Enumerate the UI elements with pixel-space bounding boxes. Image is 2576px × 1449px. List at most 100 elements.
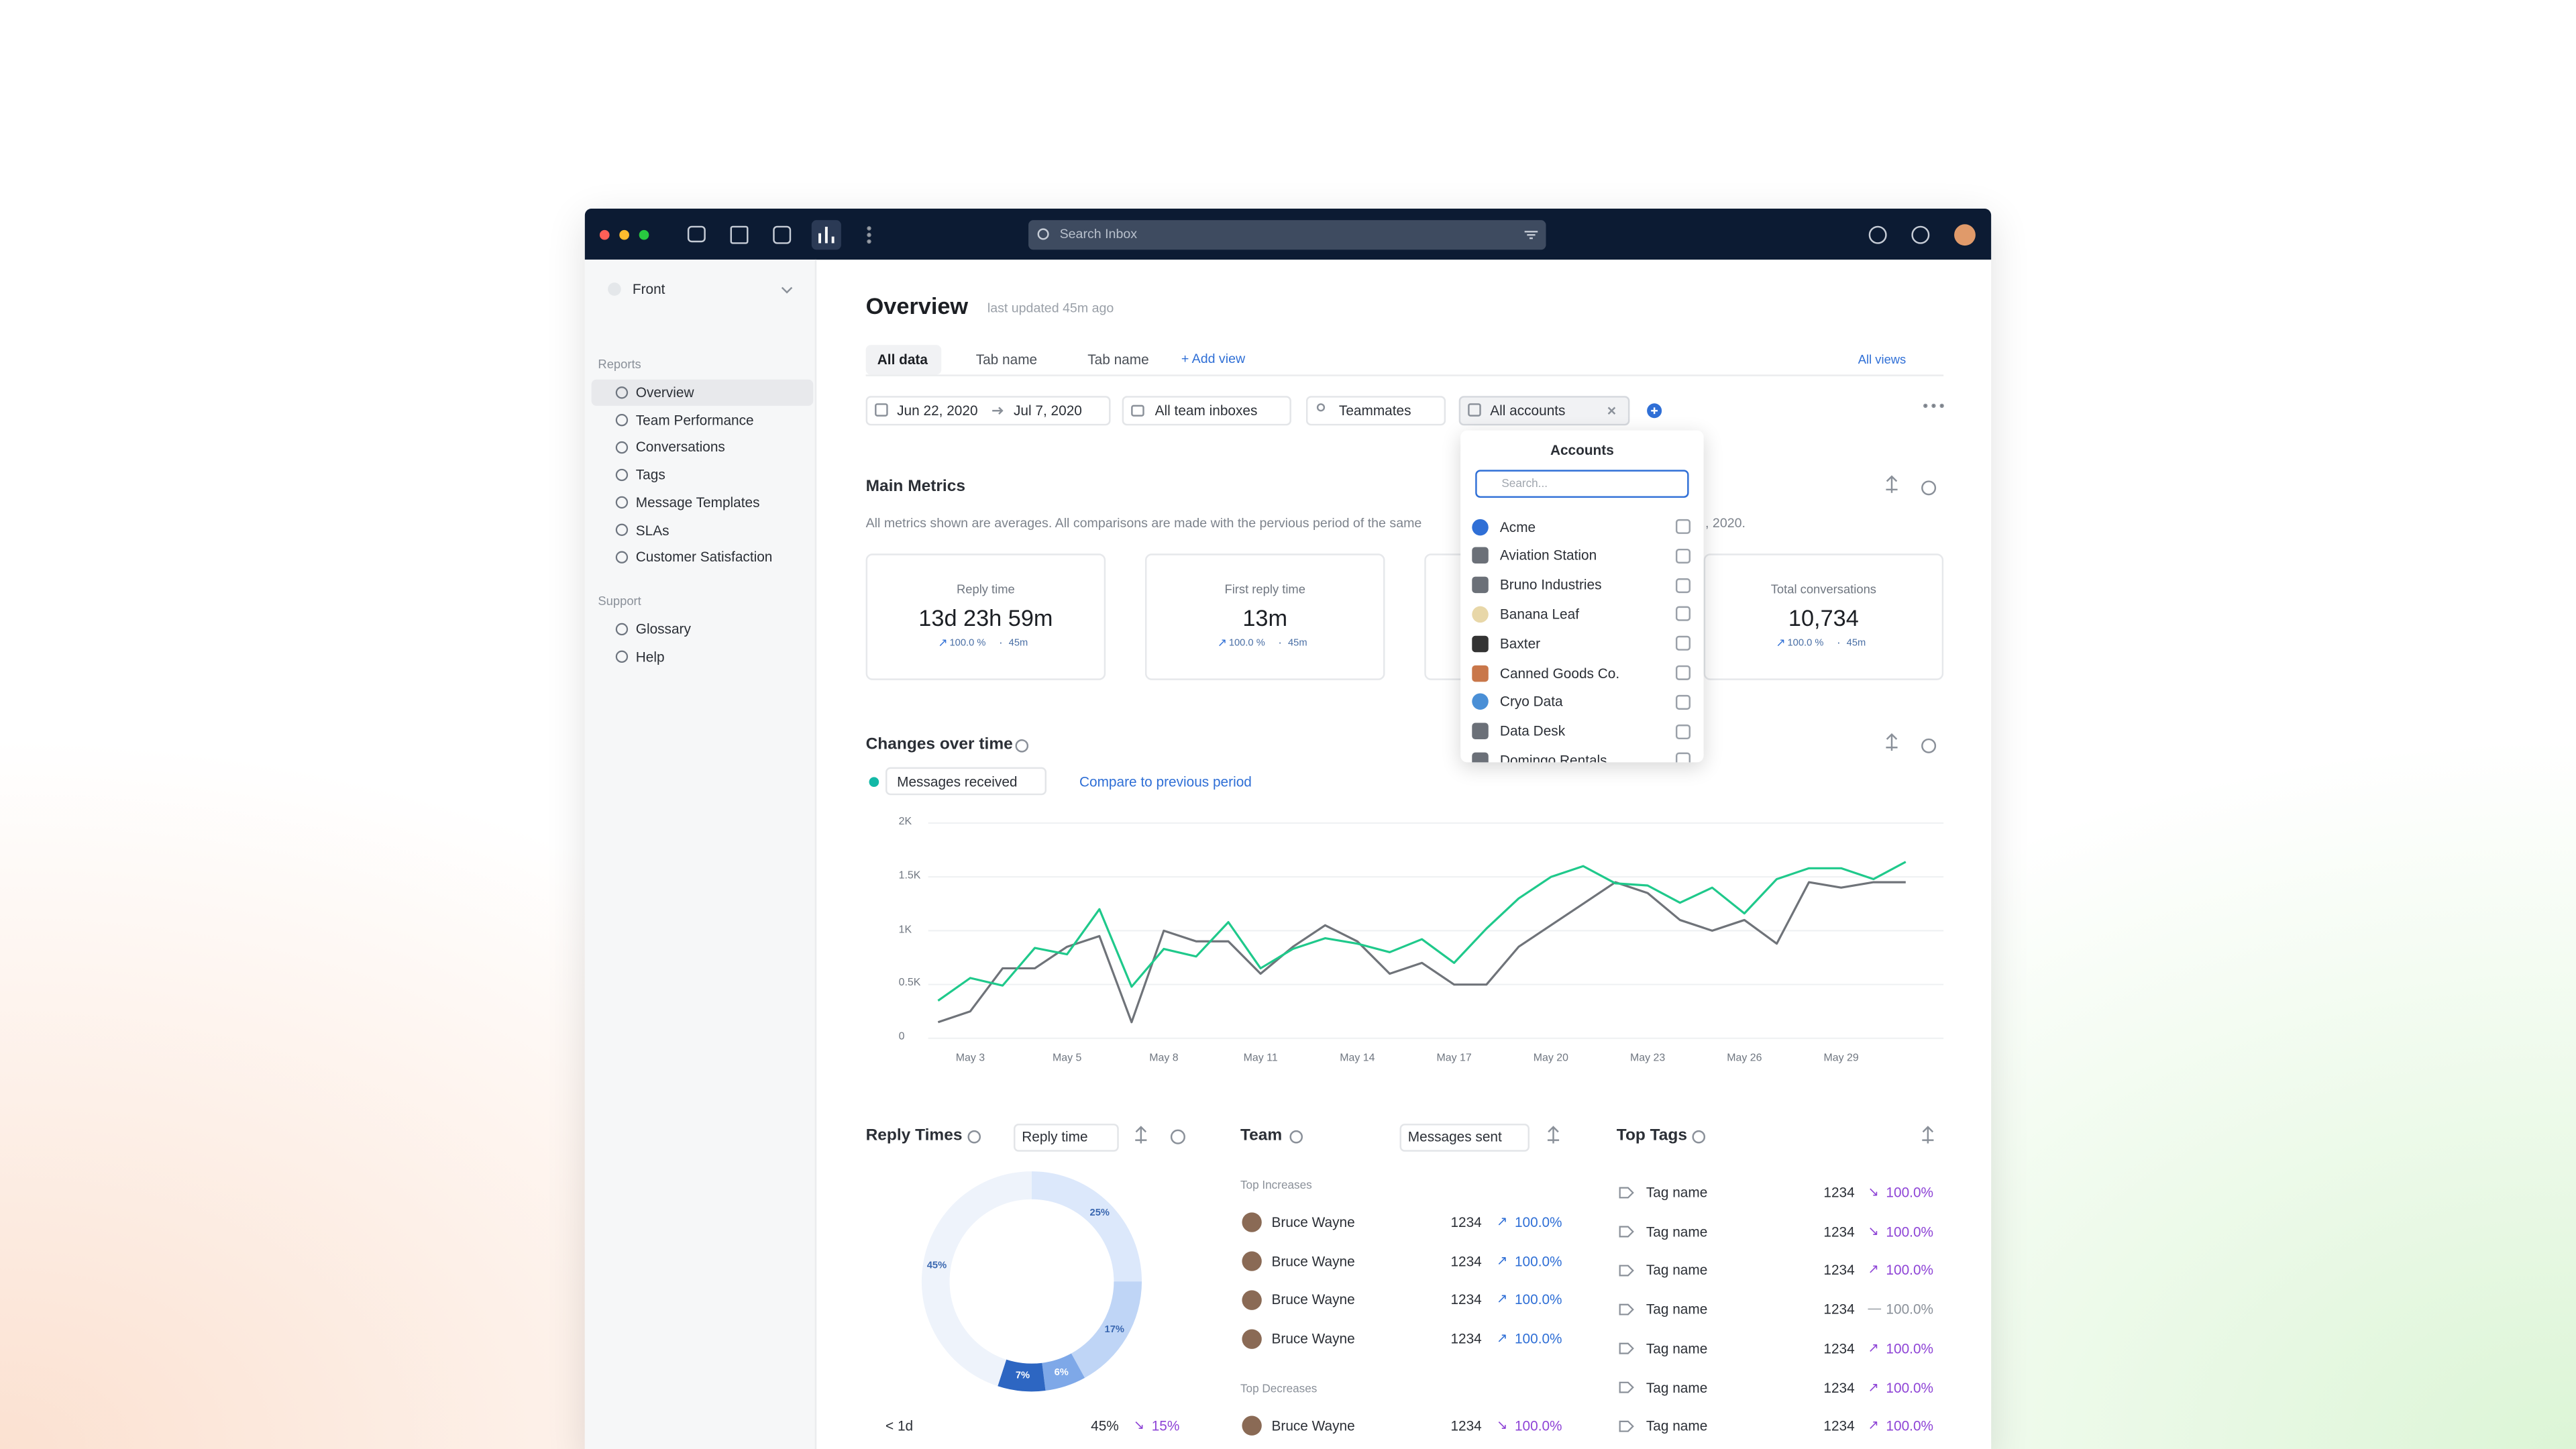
account-filter-label[interactable]: All accounts [1490,402,1566,419]
date-from[interactable]: Jun 22, 2020 [897,402,978,419]
member-name: Bruce Wayne [1271,1252,1355,1269]
nav-item[interactable]: Message Templates [635,494,760,511]
all-views[interactable]: All views [1858,352,1907,367]
tab[interactable]: Tab name [975,351,1038,368]
search-placeholder[interactable]: Search... [1501,478,1548,490]
team-select-label[interactable]: Messages sent [1407,1128,1502,1145]
accounts-dropdown: Accounts Search... Acme Aviation Station Bru… [1460,430,1704,763]
inbox-filter[interactable] [1122,396,1291,426]
account-name[interactable]: Cryo Data [1499,693,1563,710]
account-name[interactable]: Domingo Rentals [1499,751,1607,763]
account-name[interactable]: Baxter [1499,635,1541,651]
trend-icon: ↗ [1868,1379,1879,1394]
nav-item[interactable]: Overview [635,384,694,400]
nav-item[interactable]: Help [635,647,665,665]
teammate-filter[interactable] [1305,396,1446,426]
tag-count: 1234 [1823,1262,1855,1279]
account-icon [1472,752,1489,763]
search-placeholder[interactable]: Search Inbox [1059,226,1138,242]
tag-count: 1234 [1823,1301,1855,1318]
account-name[interactable]: Data Desk [1499,722,1566,739]
tag-name: Tag name [1646,1184,1708,1201]
y-tick-label: 0.5K [898,977,921,989]
search-box[interactable] [1028,220,1546,250]
tab[interactable]: All data [877,351,928,368]
account-name[interactable]: Acme [1499,518,1536,535]
card-label: Reply time [956,582,1015,597]
tag-name: Tag name [1646,1223,1708,1240]
trend-icon: ↗ [938,638,948,650]
icons [599,220,1976,1144]
section-title: Support [598,593,641,608]
line-series [937,881,1906,1024]
section-title: Reports [598,357,641,372]
checkbox[interactable] [1675,578,1691,593]
tag-change: 100.0% [1886,1379,1934,1395]
nav-icon [615,523,629,536]
section-title: Reply Times [865,1127,963,1145]
tab[interactable]: Tab name [1087,351,1149,368]
donut-segment [1042,1353,1085,1391]
metric-select-label[interactable]: Messages received [897,773,1018,790]
nav-icon [615,414,629,427]
donut-label: 17% [1104,1325,1124,1336]
reply-select[interactable] [1014,1124,1119,1152]
account-icon [1472,694,1489,710]
account-name[interactable]: Banana Leaf [1499,605,1580,623]
checkbox[interactable] [1675,636,1691,651]
donut-label: 6% [1054,1368,1069,1378]
trend-icon: ↘ [1868,1223,1879,1238]
reply-select-label[interactable]: Reply time [1022,1128,1088,1145]
y-tick-label: 0 [898,1031,905,1043]
avatar [1242,1290,1262,1310]
row-share: 45% [1091,1417,1119,1434]
member-change: 100.0% [1514,1417,1562,1434]
account-name[interactable]: Canned Goods Co. [1499,664,1620,681]
dropdown-search[interactable] [1475,470,1689,498]
x-tick-label: May 20 [1533,1053,1569,1065]
member-change: 100.0% [1514,1214,1562,1230]
sidebar-active [591,379,814,406]
x-tick-label: May 23 [1630,1053,1666,1065]
account-filter[interactable] [1458,396,1630,426]
card-value: 13d 23h 59m [918,604,1053,631]
nav-item[interactable]: Conversations [635,439,725,455]
date-to[interactable]: Jul 7, 2020 [1014,402,1082,419]
metric-select[interactable] [885,767,1047,796]
checkbox[interactable] [1675,694,1691,710]
account-name[interactable]: Bruno Industries [1499,576,1602,593]
page-title: Overview [865,292,969,319]
compare-link[interactable]: Compare to previous period [1079,773,1252,790]
teammate-filter-label[interactable]: Teammates [1338,402,1411,419]
account-name[interactable]: Aviation Station [1499,547,1597,564]
date-filter[interactable] [865,396,1111,426]
inbox-filter-label[interactable]: All team inboxes [1155,402,1258,419]
donut-segment [921,1171,1032,1387]
nav-item[interactable]: Glossary [635,621,691,637]
add-view[interactable]: + Add view [1181,352,1246,367]
trend-icon: ↘ [1497,1417,1508,1433]
nav-item[interactable]: Customer Satisfaction [635,548,773,566]
nav-item[interactable]: Team Performance [635,411,754,428]
card-change: 100.0 % [1787,639,1824,649]
checkbox[interactable] [1675,606,1691,622]
member-name: Bruce Wayne [1271,1291,1355,1308]
account-icon [1472,722,1489,740]
checkbox[interactable] [1675,548,1691,564]
separator: · [998,638,1003,650]
tag-name: Tag name [1646,1301,1708,1318]
member-change: 100.0% [1514,1330,1562,1347]
team-select[interactable] [1399,1124,1530,1152]
tag-change: 100.0% [1886,1301,1934,1318]
checkbox[interactable] [1675,753,1691,763]
group-title: Top Increases [1240,1180,1312,1192]
section-title: Changes over time [865,736,1013,755]
x-tick-label: May 26 [1727,1053,1762,1065]
checkbox[interactable] [1675,519,1691,534]
nav-item[interactable]: SLAs [635,521,669,538]
nav-item[interactable]: Tags [635,466,665,483]
tag-icon [1619,1265,1634,1277]
checkbox[interactable] [1675,665,1691,680]
checkbox[interactable] [1675,724,1691,739]
